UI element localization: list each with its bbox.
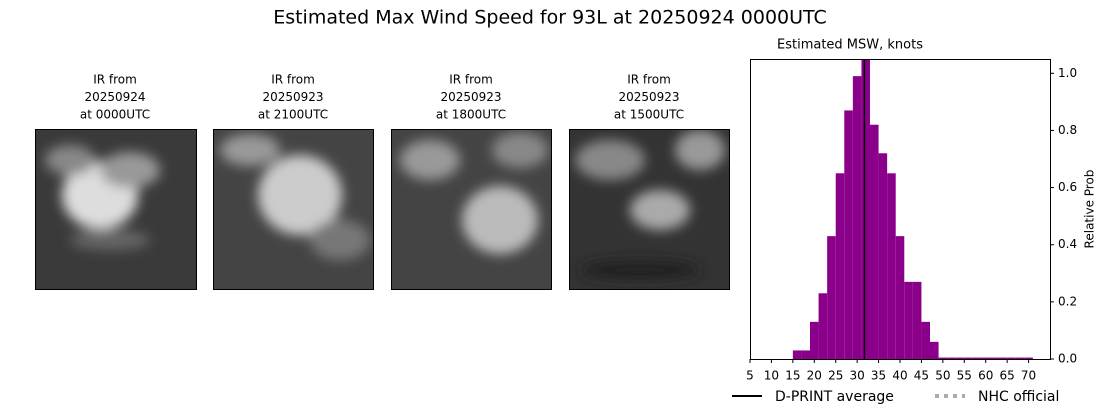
panel-caption: IR from (93, 73, 137, 87)
legend-label: NHC official (978, 389, 1059, 405)
x-tick-label: 60 (978, 369, 993, 383)
panel-caption: at 1800UTC (436, 108, 506, 122)
y-axis-label: Relative Prob (1083, 170, 1097, 249)
bar (938, 357, 948, 359)
page-title: Estimated Max Wind Speed for 93L at 2025… (273, 7, 827, 29)
ir-image (213, 129, 373, 289)
x-tick-label: 20 (807, 369, 822, 383)
bar (870, 124, 879, 359)
bar (972, 357, 982, 359)
bar (810, 321, 819, 359)
x-tick-label: 30 (850, 369, 865, 383)
panel-caption: at 1500UTC (614, 108, 684, 122)
x-tick-label: 10 (764, 369, 779, 383)
x-tick-label: 65 (1000, 369, 1015, 383)
chart-title: Estimated MSW, knots (777, 38, 923, 53)
panel-caption: 20250924 (84, 90, 145, 104)
x-tick-label: 35 (871, 369, 886, 383)
bar (861, 59, 870, 359)
y-tick-label: 0.6 (1058, 180, 1077, 194)
bar (818, 293, 828, 359)
bar (878, 153, 888, 359)
bar (947, 357, 956, 359)
bar (895, 236, 905, 359)
ir-image (391, 129, 551, 289)
legend-label: D-PRINT average (775, 389, 894, 405)
bar (998, 357, 1008, 359)
y-tick-label: 0.0 (1058, 352, 1077, 366)
panel-caption: IR from (627, 73, 671, 87)
ir-image (569, 129, 729, 289)
bar (904, 281, 913, 359)
bar (990, 357, 999, 359)
image-frames (35, 129, 730, 290)
x-tick-label: 70 (1021, 369, 1036, 383)
panel-caption: at 2100UTC (258, 108, 328, 122)
bar (887, 173, 896, 359)
bar (912, 281, 922, 359)
x-tick-label: 40 (892, 369, 907, 383)
x-tick-label: 50 (935, 369, 950, 383)
panel-caption: IR from (449, 73, 493, 87)
panel-caption: 20250923 (618, 90, 679, 104)
bar (1015, 357, 1025, 359)
bar (844, 110, 853, 359)
x-tick-label: 5 (746, 369, 754, 383)
bar (792, 350, 802, 359)
bar (835, 173, 845, 359)
bar (1024, 357, 1033, 359)
bar (955, 357, 965, 359)
bar (964, 357, 973, 359)
x-tick-label: 25 (828, 369, 843, 383)
bar (921, 321, 930, 359)
bar (801, 350, 810, 359)
y-tick-label: 0.4 (1058, 237, 1077, 251)
panel-caption: 20250923 (262, 90, 323, 104)
y-tick-label: 0.8 (1058, 123, 1077, 137)
y-tick-label: 0.2 (1058, 294, 1077, 308)
bar (827, 236, 836, 359)
bar (981, 357, 990, 359)
y-tick-label: 1.0 (1058, 66, 1077, 80)
panel-caption: IR from (271, 73, 315, 87)
x-tick-label: 15 (785, 369, 800, 383)
bar (930, 341, 939, 359)
ir-image (35, 129, 196, 289)
bar (1007, 357, 1016, 359)
panel-caption: 20250923 (440, 90, 501, 104)
bar (852, 76, 862, 360)
panel-caption: at 0000UTC (80, 108, 150, 122)
x-tick-label: 45 (914, 369, 929, 383)
x-tick-label: 55 (957, 369, 972, 383)
